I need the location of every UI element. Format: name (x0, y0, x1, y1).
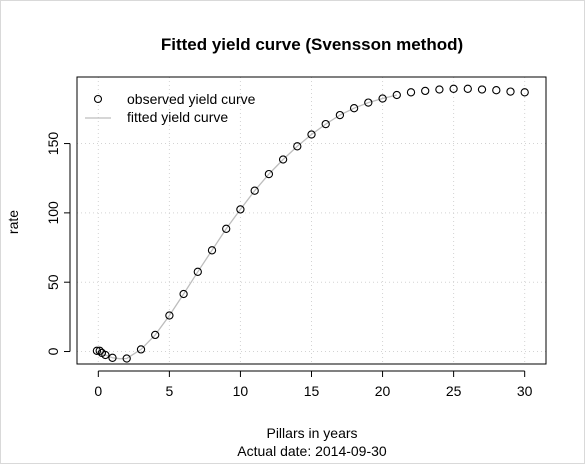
y-tick-label: 150 (45, 132, 61, 156)
x-tick-label: 15 (304, 383, 320, 399)
legend-fitted-label: fitted yield curve (127, 109, 228, 125)
x-tick-label: 30 (517, 383, 533, 399)
x-tick-label: 10 (233, 383, 249, 399)
fitted-curve (98, 95, 397, 359)
x-tick-label: 0 (94, 383, 102, 399)
legend-observed-label: observed yield curve (127, 91, 256, 107)
y-axis: 0 50 100 150 (45, 132, 70, 356)
chart-subtitle: Actual date: 2014-09-30 (237, 443, 387, 459)
x-axis: 0 5 10 15 20 25 30 (94, 371, 532, 399)
chart-title: Fitted yield curve (Svensson method) (161, 35, 463, 54)
legend: observed yield curve fitted yield curve (85, 91, 256, 125)
y-axis-label: rate (5, 210, 21, 234)
observed-point (450, 85, 457, 92)
x-tick-label: 25 (446, 383, 462, 399)
observed-points-layer (93, 85, 528, 362)
observed-point (493, 87, 500, 94)
fitted-curve-layer (98, 95, 397, 359)
observed-point (478, 86, 485, 93)
y-tick-label: 100 (45, 201, 61, 225)
x-tick-label: 5 (165, 383, 173, 399)
observed-point (464, 85, 471, 92)
observed-point (407, 89, 414, 96)
y-tick-label: 0 (45, 347, 61, 355)
y-tick-label: 50 (45, 274, 61, 290)
x-axis-label: Pillars in years (266, 425, 357, 441)
observed-point (436, 86, 443, 93)
observed-point (507, 88, 514, 95)
x-tick-label: 20 (375, 383, 391, 399)
observed-point (422, 87, 429, 94)
